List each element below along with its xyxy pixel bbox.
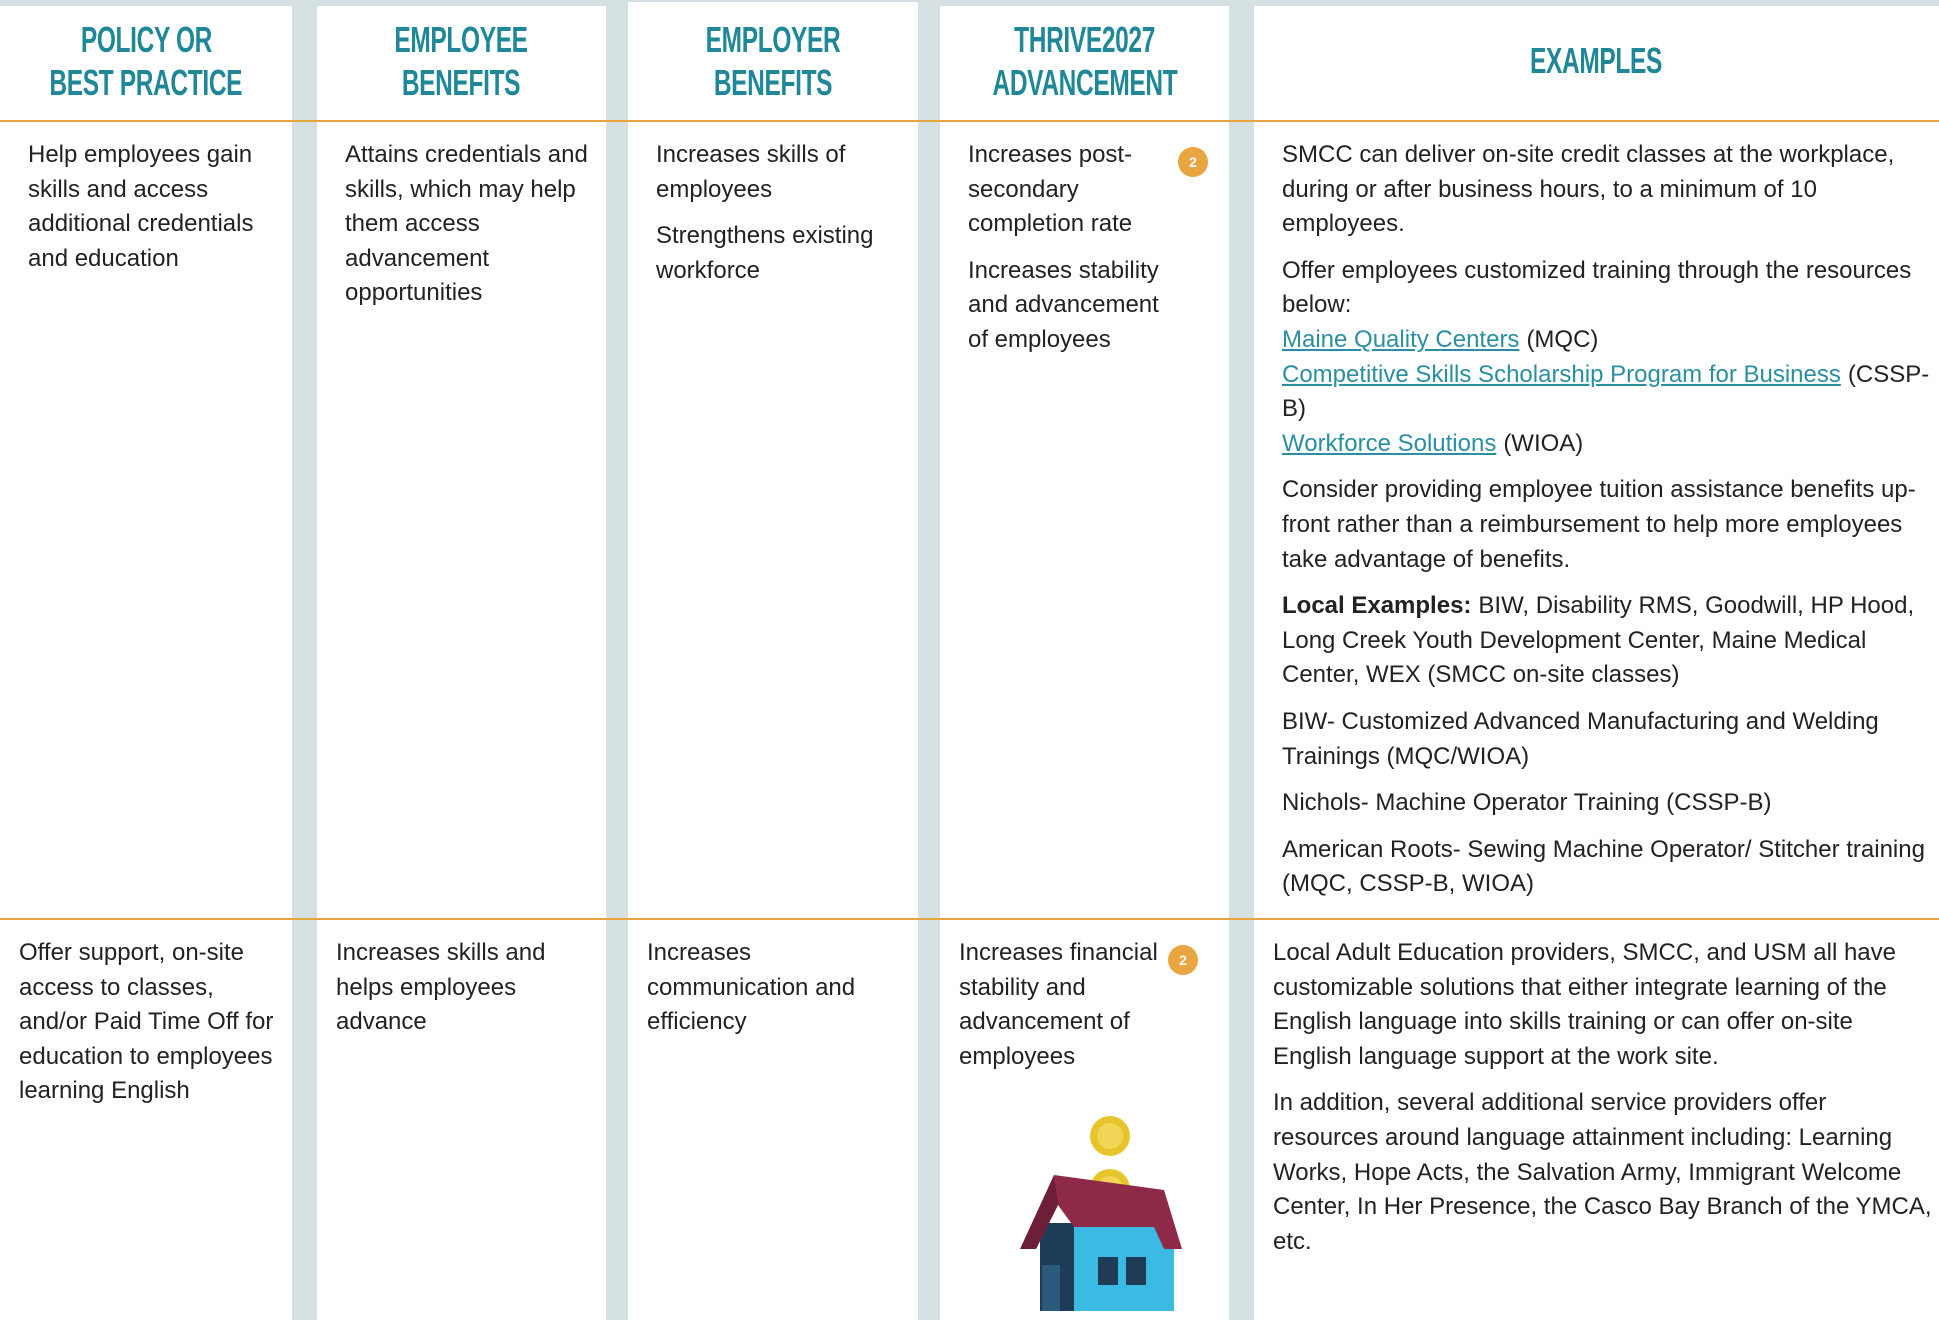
header-line: BENEFITS (713, 61, 833, 103)
paragraph: Increases communication and efficiency (647, 939, 856, 1036)
column-header: THRIVE2027 ADVANCEMENT (940, 0, 1229, 121)
column (940, 6, 1229, 1320)
paragraph-text: BIW, Disability RMS, Goodwill, HP Hood, … (1282, 592, 1915, 689)
cell: Offer support, on-site access to classes… (19, 936, 286, 1121)
paragraph: Increases skills of employees (656, 141, 846, 203)
badge: 2 (1168, 945, 1198, 975)
paragraph: Local Adult Education providers, SMCC, a… (1273, 939, 1896, 1070)
resource-abbr: (MQC) (1526, 325, 1599, 353)
resource-link[interactable]: Maine Quality Centers (1282, 325, 1520, 353)
paragraph: American Roots- Sewing Machine Operator/… (1282, 835, 1925, 898)
bold-label: Local Examples: (1282, 592, 1472, 620)
paragraph: Increases stability and advancement of e… (968, 256, 1159, 353)
header-line: EMPLOYEE (394, 18, 529, 60)
row-divider (0, 120, 1939, 122)
resource-abbr: (WIOA) (1503, 429, 1584, 457)
header-line: EXAMPLES (1530, 40, 1663, 81)
resource: Competitive Skills Scholarship Program f… (1282, 358, 1933, 427)
paragraph: Attains credentials and skills, which ma… (345, 141, 588, 307)
badge: 2 (1178, 147, 1208, 177)
cell: Increases communication and efficiency (647, 936, 912, 1052)
paragraph: Increases post-secondary completion rate (968, 141, 1133, 238)
paragraph: Offer employees customized training thro… (1282, 254, 1933, 462)
paragraph: Nichols- Machine Operator Training (CSSP… (1282, 789, 1772, 817)
column-header: POLICY OR BEST PRACTICE (0, 0, 292, 121)
paragraph: Increases skills and helps employees adv… (336, 939, 546, 1036)
paragraph: Strengthens existing workforce (656, 222, 874, 284)
paragraph: Increases financial stability and advanc… (959, 939, 1158, 1070)
cell: Increases skills and helps employees adv… (336, 936, 600, 1052)
row-divider (0, 918, 1939, 920)
cell: Increases skills of employees Strengthens… (656, 138, 912, 300)
paragraph-text: Offer employees customized training thro… (1282, 256, 1912, 319)
house-icon (1020, 1116, 1182, 1311)
paragraph: Local Examples: BIW, Disability RMS, Good… (1282, 589, 1933, 693)
column (317, 6, 606, 1320)
column-header: EMPLOYER BENEFITS (628, 0, 918, 121)
resource: Workforce Solutions (WIOA) (1282, 427, 1933, 462)
header-line: EMPLOYER (705, 18, 841, 60)
resource-link[interactable]: Workforce Solutions (1282, 429, 1497, 457)
column (0, 6, 292, 1320)
cell: Increases post-secondary completion rate… (968, 138, 1169, 370)
column (628, 2, 918, 1320)
header-line: BEST PRACTICE (49, 61, 243, 103)
cell: SMCC can deliver on-site credit classes … (1282, 138, 1933, 914)
header-line: BENEFITS (402, 61, 521, 103)
paragraph: Help employees gain skills and access ad… (28, 141, 254, 272)
cell: Help employees gain skills and access ad… (28, 138, 286, 288)
header-line: THRIVE2027 (1014, 18, 1155, 60)
column-header: EXAMPLES (1254, 0, 1939, 121)
resource-link[interactable]: Competitive Skills Scholarship Program f… (1282, 360, 1841, 388)
paragraph: SMCC can deliver on-site credit classes … (1282, 141, 1895, 238)
cell: Attains credentials and skills, which ma… (345, 138, 600, 323)
cell: Local Adult Education providers, SMCC, a… (1273, 936, 1933, 1271)
resource: Maine Quality Centers (MQC) (1282, 323, 1933, 358)
column (1254, 6, 1939, 1320)
header-line: ADVANCEMENT (992, 61, 1177, 103)
column-header: EMPLOYEE BENEFITS (317, 0, 606, 121)
header-line: POLICY OR (80, 18, 212, 60)
resource-abbr: (CSSP-B) (1282, 360, 1930, 423)
paragraph: BIW- Customized Advanced Manufacturing a… (1282, 707, 1879, 770)
paragraph: In addition, several additional service … (1273, 1089, 1932, 1255)
cell: Increases financial stability and advanc… (959, 936, 1169, 1086)
paragraph: Offer support, on-site access to classes… (19, 939, 274, 1105)
paragraph: Consider providing employee tuition assi… (1282, 476, 1916, 573)
